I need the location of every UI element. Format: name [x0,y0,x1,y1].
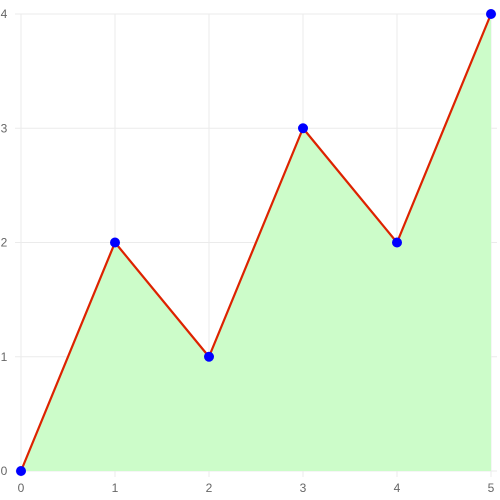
x-tick-label: 4 [394,481,401,495]
data-point [392,238,402,248]
y-tick-label: 0 [1,464,8,478]
y-tick-label: 3 [1,121,8,135]
y-tick-label: 4 [1,7,8,21]
x-tick-label: 2 [206,481,213,495]
data-point [110,238,120,248]
x-tick-label: 0 [18,481,25,495]
x-tick-label: 1 [112,481,119,495]
y-tick-label: 2 [1,236,8,250]
data-point [16,466,26,476]
x-tick-label: 3 [300,481,307,495]
data-point [204,352,214,362]
data-point [298,123,308,133]
y-tick-label: 1 [1,350,8,364]
data-point [486,9,496,19]
x-tick-label: 5 [488,481,495,495]
